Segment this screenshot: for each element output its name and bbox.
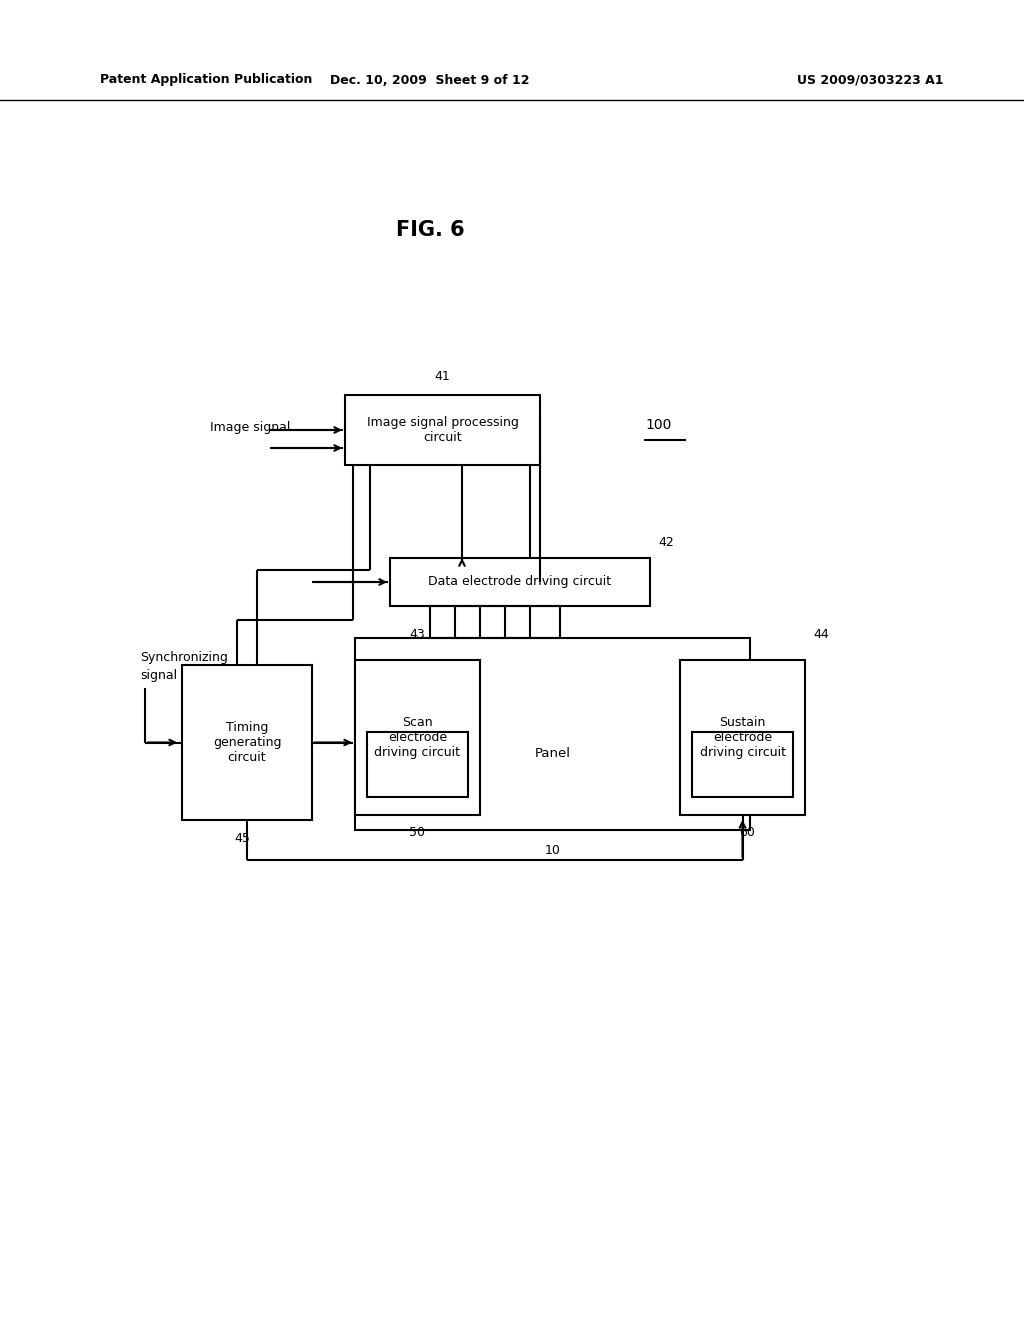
Text: Image signal: Image signal (210, 421, 291, 434)
Bar (355, 660, 480, 814)
Text: 42: 42 (658, 536, 674, 549)
Text: 44: 44 (813, 628, 828, 642)
Bar (182, 665, 312, 820)
Bar (692, 733, 793, 797)
Text: Patent Application Publication: Patent Application Publication (100, 74, 312, 87)
Bar (390, 558, 650, 606)
Text: Dec. 10, 2009  Sheet 9 of 12: Dec. 10, 2009 Sheet 9 of 12 (331, 74, 529, 87)
Text: Timing
generating
circuit: Timing generating circuit (213, 721, 282, 764)
Text: Synchronizing: Synchronizing (140, 652, 228, 664)
Text: 50: 50 (410, 826, 426, 840)
Text: 60: 60 (739, 826, 756, 840)
Text: 45: 45 (234, 832, 250, 845)
Text: Sustain
electrode
driving circuit: Sustain electrode driving circuit (699, 715, 785, 759)
Text: signal: signal (140, 668, 177, 681)
Bar (680, 660, 805, 814)
Text: 100: 100 (645, 418, 672, 432)
Text: 43: 43 (410, 628, 425, 642)
Text: Scan
electrode
driving circuit: Scan electrode driving circuit (375, 715, 461, 759)
Text: Image signal processing
circuit: Image signal processing circuit (367, 416, 518, 444)
Text: US 2009/0303223 A1: US 2009/0303223 A1 (797, 74, 943, 87)
Bar (345, 395, 540, 465)
Text: FIG. 6: FIG. 6 (395, 220, 464, 240)
Text: Panel: Panel (535, 747, 570, 760)
Bar (367, 733, 468, 797)
Text: 41: 41 (434, 371, 451, 384)
Bar (355, 638, 750, 830)
Text: Data electrode driving circuit: Data electrode driving circuit (428, 576, 611, 589)
Text: 10: 10 (545, 843, 560, 857)
